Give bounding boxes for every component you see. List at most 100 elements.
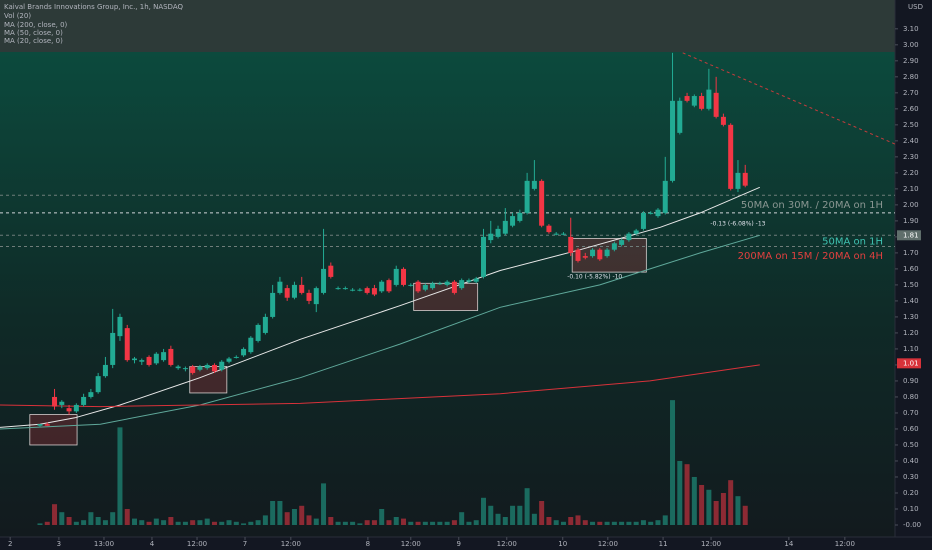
candle-body (270, 292, 276, 317)
y-tick-label: 1.20 (903, 329, 919, 337)
y-tick-label: 1.30 (903, 313, 919, 321)
volume-bar (255, 520, 261, 525)
price-tag (897, 358, 921, 369)
moving-average (0, 234, 760, 430)
volume-bar (299, 505, 305, 525)
volume-bar (611, 521, 617, 525)
volume-bar (110, 512, 116, 525)
volume-bar (735, 496, 741, 525)
range-box (29, 414, 78, 446)
indicator-label: MA (20, close, 0) (4, 37, 63, 45)
measure-label: -0.13 (-6.08%) -13 (710, 221, 765, 228)
volume-bar (488, 505, 494, 525)
volume-bar (211, 521, 217, 525)
candle-body (386, 280, 392, 292)
volume-bar (371, 520, 377, 525)
candle-body (553, 233, 559, 235)
y-tick-label: 1.70 (903, 249, 919, 257)
volume-bar (190, 520, 196, 525)
volume-bar (524, 488, 530, 525)
x-tick-label: 12:00 (187, 540, 207, 548)
x-tick-label: 11 (659, 540, 668, 548)
candle-body (597, 249, 603, 260)
currency-label: USD (908, 3, 923, 11)
volume-bar (480, 497, 486, 525)
y-tick-label: 0.60 (903, 425, 919, 433)
volume-bar (59, 512, 65, 525)
candle-body (139, 360, 145, 362)
candle-body (459, 280, 465, 289)
candle-body (648, 212, 654, 214)
volume-bar (430, 521, 436, 525)
y-tick-label: 0.70 (903, 409, 919, 417)
volume-bar (582, 520, 588, 525)
volume-bar (568, 516, 574, 525)
candle-body (524, 180, 530, 213)
y-tick-label: 0.90 (903, 377, 919, 385)
volume-bar (517, 505, 523, 525)
candle-body (502, 220, 508, 234)
candle-body (611, 243, 617, 250)
candle-body (204, 364, 210, 369)
volume-bar (248, 521, 254, 525)
volume-bar (495, 513, 501, 525)
candle-body (291, 284, 297, 298)
x-tick-label: 12:00 (401, 540, 421, 548)
volume-bar (437, 521, 443, 525)
annotation: 50MA on 30M. / 20MA on 1H (741, 200, 883, 211)
candle-body (691, 96, 697, 106)
candle-body (560, 233, 566, 235)
candle-body (233, 356, 239, 358)
volume-bar (44, 521, 50, 525)
candle-body (662, 180, 668, 213)
candle-body (684, 96, 690, 101)
volume-bar (139, 520, 145, 525)
candle-body (52, 396, 58, 407)
y-tick-label: 0.80 (903, 393, 919, 401)
x-tick-label: 12:00 (497, 540, 517, 548)
candle-body (379, 281, 385, 292)
y-tick-label: -0.00 (903, 521, 921, 529)
candle-body (401, 268, 407, 285)
candle-body (517, 212, 523, 221)
volume-bar (182, 521, 188, 525)
volume-bar (560, 521, 566, 525)
y-tick-label: 3.10 (903, 25, 919, 33)
volume-bar (161, 520, 167, 525)
volume-bar (66, 516, 72, 525)
price-tag-label: 1.81 (903, 231, 919, 239)
volume-bar (597, 521, 603, 525)
volume-bar (146, 521, 152, 525)
candle-body (190, 366, 196, 373)
candle-body (197, 366, 203, 370)
y-tick-label: 1.50 (903, 281, 919, 289)
candle-body (313, 288, 319, 305)
candle-body (466, 280, 472, 282)
candle-body (132, 358, 138, 361)
volume-bar (379, 508, 385, 525)
volume-bar (277, 500, 283, 525)
y-tick-label: 2.70 (903, 89, 919, 97)
volume-bar (459, 512, 465, 525)
candle-body (437, 283, 443, 285)
candle-body (655, 209, 661, 217)
candle-body (248, 337, 254, 353)
y-tick-label: 1.60 (903, 265, 919, 273)
y-tick-label: 0.40 (903, 457, 919, 465)
volume-bar (219, 521, 225, 525)
volume-bar (539, 500, 545, 525)
y-tick-label: 0.10 (903, 505, 919, 513)
y-tick-label: 2.90 (903, 57, 919, 65)
y-tick-label: 2.40 (903, 137, 919, 145)
candle-body (480, 236, 486, 277)
volume-bar (415, 521, 421, 525)
candle-body (640, 212, 646, 229)
y-tick-label: 2.00 (903, 201, 919, 209)
y-tick-label: 2.80 (903, 73, 919, 81)
volume-bar (241, 523, 247, 525)
y-tick-label: 2.50 (903, 121, 919, 129)
candle-body (473, 278, 479, 282)
volume-bar (553, 520, 559, 525)
x-tick-label: 12:00 (701, 540, 721, 548)
